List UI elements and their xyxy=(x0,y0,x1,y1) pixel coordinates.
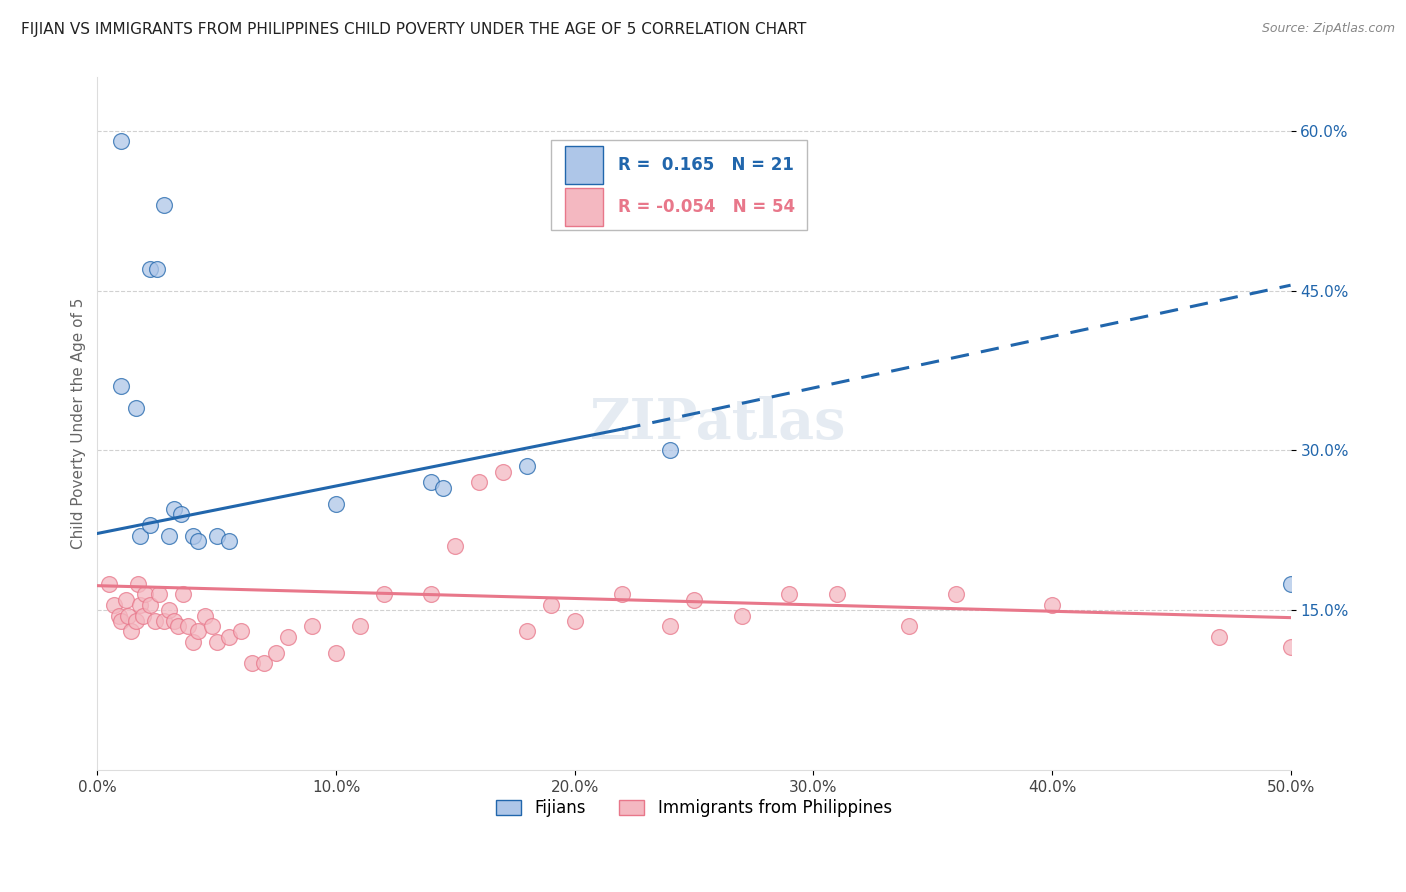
Bar xyxy=(565,188,603,227)
Point xyxy=(1279,640,1302,655)
Point xyxy=(194,608,217,623)
Point xyxy=(1208,630,1230,644)
Point xyxy=(157,528,180,542)
Point xyxy=(139,262,162,277)
Point xyxy=(266,646,288,660)
Point xyxy=(124,614,146,628)
Point xyxy=(432,481,454,495)
Text: Source: ZipAtlas.com: Source: ZipAtlas.com xyxy=(1261,22,1395,36)
Point xyxy=(229,624,252,639)
Point xyxy=(163,502,186,516)
Point xyxy=(110,379,132,393)
Point xyxy=(177,619,200,633)
Point xyxy=(146,262,169,277)
Point xyxy=(444,539,467,553)
Point xyxy=(897,619,920,633)
Text: FIJIAN VS IMMIGRANTS FROM PHILIPPINES CHILD POVERTY UNDER THE AGE OF 5 CORRELATI: FIJIAN VS IMMIGRANTS FROM PHILIPPINES CH… xyxy=(21,22,807,37)
Point xyxy=(187,624,209,639)
Point xyxy=(659,443,682,458)
Point xyxy=(683,592,706,607)
Point xyxy=(420,475,443,490)
Point xyxy=(612,587,634,601)
Point xyxy=(181,635,204,649)
Point xyxy=(564,614,586,628)
Point xyxy=(117,608,139,623)
Point xyxy=(98,576,121,591)
Point xyxy=(201,619,224,633)
Point xyxy=(1040,598,1063,612)
Point xyxy=(659,619,682,633)
Point xyxy=(1279,576,1302,591)
Point xyxy=(131,608,153,623)
Point xyxy=(301,619,323,633)
Point xyxy=(540,598,562,612)
Point xyxy=(349,619,371,633)
Y-axis label: Child Poverty Under the Age of 5: Child Poverty Under the Age of 5 xyxy=(72,298,86,549)
Legend: Fijians, Immigrants from Philippines: Fijians, Immigrants from Philippines xyxy=(489,793,898,824)
Text: ZIPatlas: ZIPatlas xyxy=(589,396,846,451)
Point xyxy=(103,598,125,612)
Point xyxy=(825,587,848,601)
Point xyxy=(108,608,131,623)
Point xyxy=(778,587,800,601)
Point xyxy=(139,517,162,532)
Point xyxy=(110,614,132,628)
Point xyxy=(170,508,193,522)
Point xyxy=(115,592,138,607)
Point xyxy=(157,603,180,617)
Point xyxy=(325,646,347,660)
Point xyxy=(420,587,443,601)
Point xyxy=(148,587,170,601)
Point xyxy=(325,497,347,511)
Point xyxy=(205,528,228,542)
Point xyxy=(516,624,538,639)
Point xyxy=(277,630,299,644)
Point xyxy=(218,630,240,644)
Point xyxy=(242,657,264,671)
Bar xyxy=(565,146,603,184)
Point xyxy=(153,198,176,212)
Point xyxy=(945,587,967,601)
Point xyxy=(187,533,209,548)
Point xyxy=(218,533,240,548)
Text: R = -0.054   N = 54: R = -0.054 N = 54 xyxy=(617,198,794,216)
Text: R =  0.165   N = 21: R = 0.165 N = 21 xyxy=(617,156,793,174)
Point xyxy=(129,598,152,612)
Point xyxy=(120,624,142,639)
Point xyxy=(143,614,166,628)
Point xyxy=(139,598,162,612)
Point xyxy=(373,587,395,601)
Point xyxy=(127,576,149,591)
Point xyxy=(110,134,132,148)
Point xyxy=(172,587,194,601)
FancyBboxPatch shape xyxy=(551,140,807,230)
Point xyxy=(205,635,228,649)
Point xyxy=(516,459,538,474)
Point xyxy=(731,608,754,623)
Point xyxy=(492,465,515,479)
Point xyxy=(163,614,186,628)
Point xyxy=(468,475,491,490)
Point xyxy=(153,614,176,628)
Point xyxy=(129,528,152,542)
Point xyxy=(167,619,190,633)
Point xyxy=(181,528,204,542)
Point xyxy=(134,587,156,601)
Point xyxy=(253,657,276,671)
Point xyxy=(124,401,146,415)
